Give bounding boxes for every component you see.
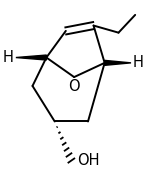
Text: H: H [132, 55, 143, 70]
Text: H: H [2, 50, 13, 65]
Text: O: O [68, 79, 79, 94]
Text: OH: OH [77, 153, 99, 168]
Polygon shape [16, 55, 46, 60]
Polygon shape [105, 60, 131, 65]
